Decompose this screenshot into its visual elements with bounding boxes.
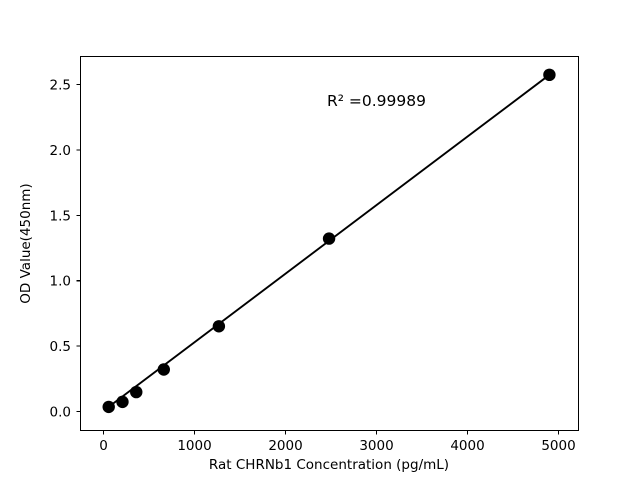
- data-point: [322, 232, 336, 245]
- x-tick-label-0: 0: [99, 438, 108, 454]
- data-point: [102, 400, 115, 414]
- y-tick-label-4: 2.0: [50, 143, 71, 159]
- data-point: [543, 68, 556, 82]
- x-tick-label-3: 3000: [359, 438, 393, 454]
- y-axis-ticks: 0.0 0.5 1.0 1.5 2.0 2.5: [50, 78, 81, 421]
- axes-frame: [79, 55, 580, 432]
- axes-spines: [79, 55, 580, 432]
- x-tick-label-4: 4000: [450, 438, 484, 454]
- y-tick-label-3: 1.5: [50, 208, 71, 224]
- y-tick-label-5: 2.5: [50, 78, 71, 94]
- x-tick-label-5: 5000: [541, 438, 575, 454]
- data-point: [116, 395, 129, 409]
- data-point-group: [102, 68, 556, 414]
- r-squared-annotation: R² =0.99989: [327, 92, 426, 110]
- data-point: [130, 385, 143, 399]
- x-tick-label-2: 2000: [268, 438, 302, 454]
- x-axis-ticks: 0 1000 2000 3000 4000 5000: [99, 430, 576, 454]
- data-point: [212, 320, 226, 333]
- data-point: [157, 363, 170, 376]
- y-tick-label-0: 0.0: [50, 405, 71, 421]
- y-tick-label-2: 1.0: [50, 274, 71, 290]
- x-tick-label-1: 1000: [177, 438, 211, 454]
- y-axis-title: OD Value(450nm): [18, 183, 34, 303]
- y-tick-label-1: 0.5: [50, 339, 71, 355]
- x-axis-title: Rat CHRNb1 Concentration (pg/mL): [209, 457, 449, 473]
